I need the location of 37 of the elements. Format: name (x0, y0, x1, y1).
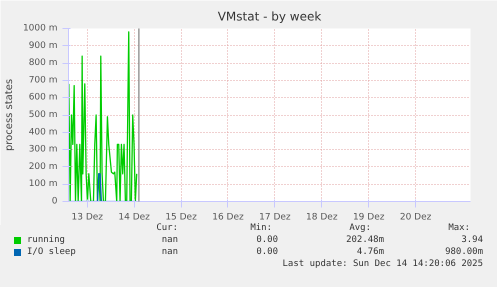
legend-label: I/O sleep (27, 246, 76, 259)
y-tick-label: 400 m (28, 127, 58, 138)
y-tick-label: 300 m (28, 144, 58, 155)
line-series (68, 31, 138, 202)
text: nan (162, 234, 178, 247)
chart-title: VMstat - by week (218, 10, 322, 24)
legend-label: running (27, 234, 65, 247)
text: Min: (250, 222, 272, 235)
text: 4.76m (356, 246, 384, 259)
x-tick-label: 20 Dez (400, 212, 432, 222)
text: 0.00 (256, 246, 278, 259)
text: 0.00 (256, 234, 278, 247)
text: 980.00m (445, 246, 483, 259)
x-tick-label: 17 Dez (259, 212, 291, 222)
y-tick-label: 600 m (28, 92, 58, 103)
text: Max: (448, 222, 470, 235)
y-tick-label: 200 m (28, 162, 58, 172)
x-tick-label: 16 Dez (212, 212, 244, 222)
y-tick-label: 0 (52, 196, 58, 206)
x-tick-label: 15 Dez (165, 212, 198, 222)
y-tick-label: 700 m (28, 75, 58, 86)
text: 3.94 (461, 234, 483, 247)
x-tick-label: 14 Dez (118, 212, 150, 222)
text: Last update: Sun Dec 14 14:20:06 2025 (282, 258, 483, 271)
y-axis-title: process states (4, 78, 15, 152)
y-tick-label: 500 m (28, 110, 58, 120)
y-tick-label: 900 m (28, 40, 58, 51)
x-tick-label: 13 Dez (72, 212, 104, 222)
y-tick-label: 1000 m (22, 24, 58, 34)
text: nan (162, 246, 178, 259)
x-tick-label: 18 Dez (306, 212, 338, 222)
x-tick-label: 19 Dez (352, 212, 385, 222)
text: 202.48m (346, 234, 384, 247)
text: Avg: (349, 222, 371, 235)
y-tick-label: 100 m (28, 179, 58, 190)
text: Cur: (156, 222, 178, 235)
y-tick-label: 800 m (28, 58, 58, 68)
